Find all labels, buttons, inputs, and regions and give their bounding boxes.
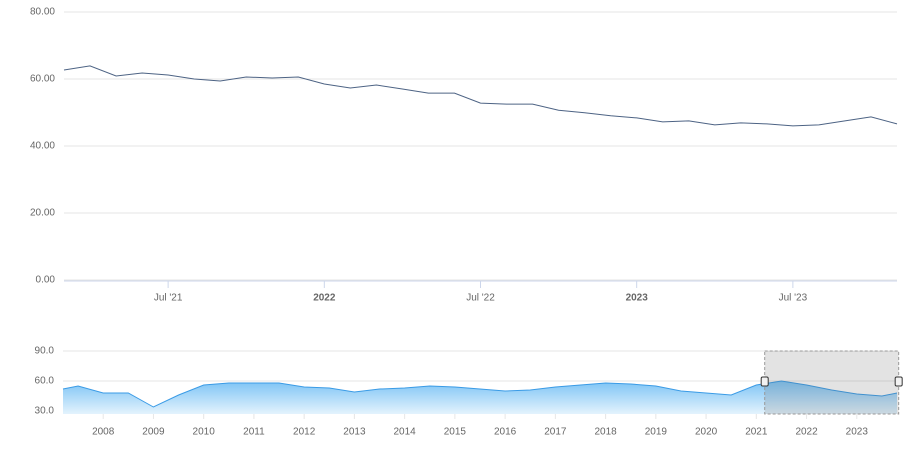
y-tick-label: 90.0 <box>35 346 55 357</box>
navigator-mask <box>764 350 900 415</box>
x-tick-label: Jul '23 <box>779 293 808 304</box>
y-tick-label: 60.0 <box>35 376 55 387</box>
x-tick-label: 2023 <box>846 427 869 438</box>
x-tick-label: 2014 <box>394 427 417 438</box>
x-tick-label: 2010 <box>193 427 216 438</box>
x-tick-label: 2015 <box>444 427 467 438</box>
x-tick-label: Jul '22 <box>466 293 495 304</box>
x-tick-label: 2009 <box>142 427 165 438</box>
navigator-handle[interactable] <box>894 376 903 387</box>
x-tick-label: 2020 <box>695 427 718 438</box>
x-tick-label: 2023 <box>626 293 649 304</box>
y-tick-label: 40.00 <box>30 141 55 152</box>
x-tick-label: 2019 <box>645 427 668 438</box>
x-tick-label: 2018 <box>594 427 617 438</box>
x-tick-label: 2022 <box>795 427 818 438</box>
x-tick-label: 2011 <box>243 427 265 438</box>
x-tick-label: 2012 <box>293 427 316 438</box>
x-tick-label: 2013 <box>343 427 366 438</box>
navigator-handle[interactable] <box>760 376 769 387</box>
x-tick-label: 2017 <box>544 427 567 438</box>
y-tick-label: 0.00 <box>36 275 56 286</box>
x-tick-label: 2016 <box>494 427 517 438</box>
y-tick-label: 60.00 <box>30 74 55 85</box>
x-tick-label: Jul '21 <box>154 293 183 304</box>
x-tick-label: 2021 <box>745 427 768 438</box>
y-tick-label: 20.00 <box>30 208 55 219</box>
area-fill <box>63 381 897 414</box>
y-tick-label: 30.0 <box>35 406 55 417</box>
series-line <box>63 65 898 127</box>
x-tick-label: 2008 <box>92 427 115 438</box>
x-tick-label: 2022 <box>313 293 336 304</box>
y-tick-label: 80.00 <box>30 7 55 18</box>
